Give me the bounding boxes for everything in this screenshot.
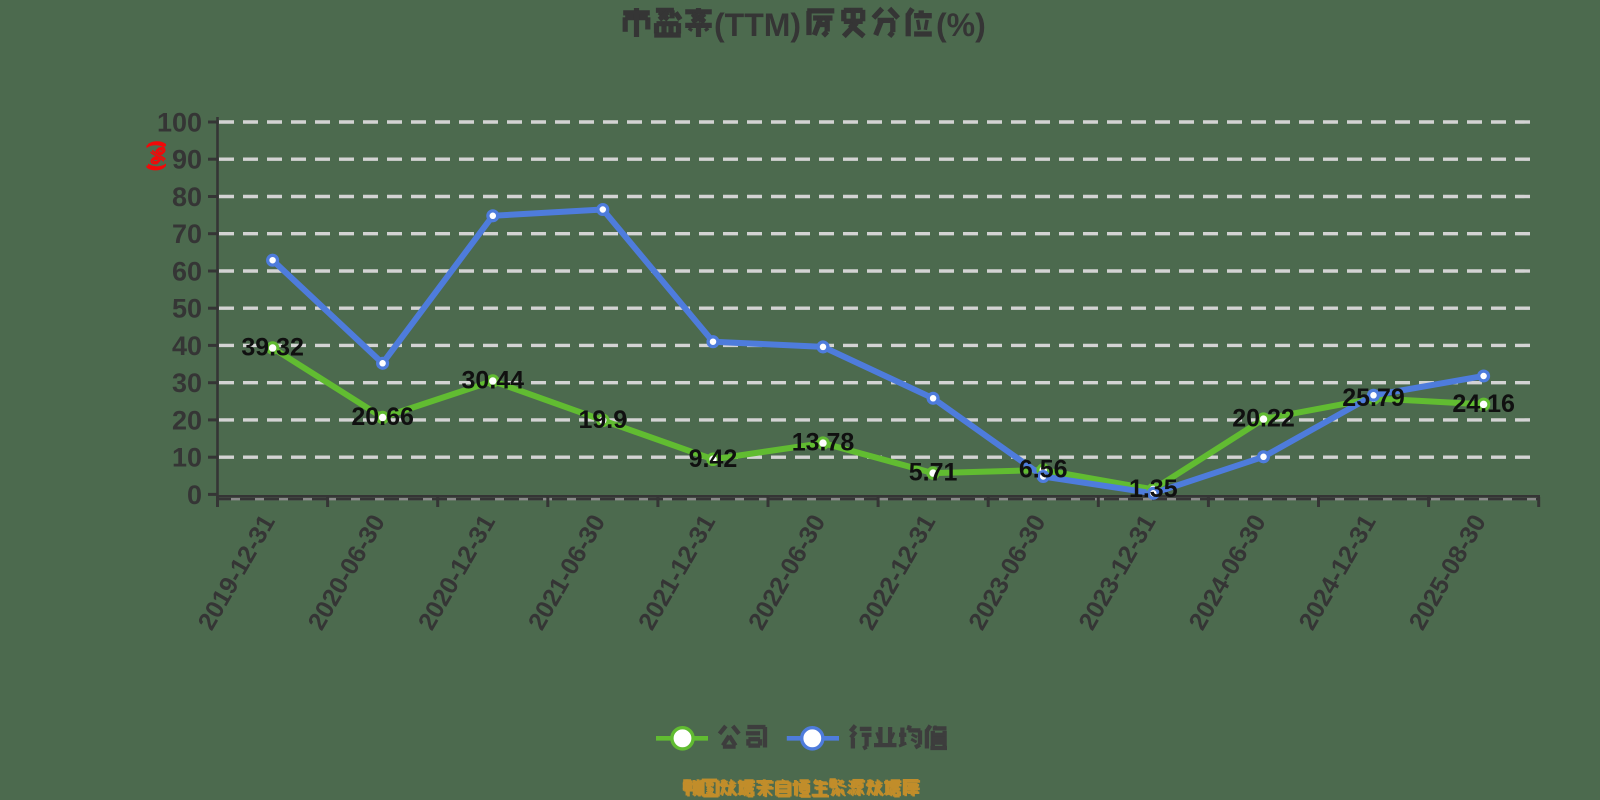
svg-text:(%): (%) bbox=[146, 142, 167, 172]
svg-text:50: 50 bbox=[172, 294, 202, 324]
svg-text:(TTM): (TTM) bbox=[714, 7, 801, 43]
svg-text:24.16: 24.16 bbox=[1452, 390, 1515, 418]
svg-text:60: 60 bbox=[172, 257, 202, 287]
svg-text:0: 0 bbox=[187, 480, 202, 510]
svg-text:5.71: 5.71 bbox=[909, 459, 958, 487]
svg-text:19.9: 19.9 bbox=[578, 406, 627, 434]
svg-text:10: 10 bbox=[172, 443, 202, 473]
svg-text:6.56: 6.56 bbox=[1019, 456, 1068, 484]
svg-text:9.42: 9.42 bbox=[689, 445, 738, 473]
svg-text:100: 100 bbox=[157, 108, 202, 138]
svg-text:30: 30 bbox=[172, 368, 202, 398]
svg-text:20.22: 20.22 bbox=[1232, 405, 1295, 433]
svg-text:1.35: 1.35 bbox=[1129, 475, 1178, 503]
svg-text:90: 90 bbox=[172, 145, 202, 175]
svg-text:39.32: 39.32 bbox=[241, 334, 304, 362]
svg-text:20.66: 20.66 bbox=[351, 403, 414, 431]
svg-text:20: 20 bbox=[172, 405, 202, 435]
svg-text:40: 40 bbox=[172, 331, 202, 361]
svg-text:80: 80 bbox=[172, 182, 202, 212]
svg-text:30.44: 30.44 bbox=[462, 367, 525, 395]
svg-text:(%): (%) bbox=[936, 7, 986, 43]
svg-text:25.79: 25.79 bbox=[1342, 384, 1405, 412]
svg-text:13.78: 13.78 bbox=[792, 429, 855, 457]
svg-text:70: 70 bbox=[172, 219, 202, 249]
svg-text:(%): (%) bbox=[147, 140, 168, 170]
